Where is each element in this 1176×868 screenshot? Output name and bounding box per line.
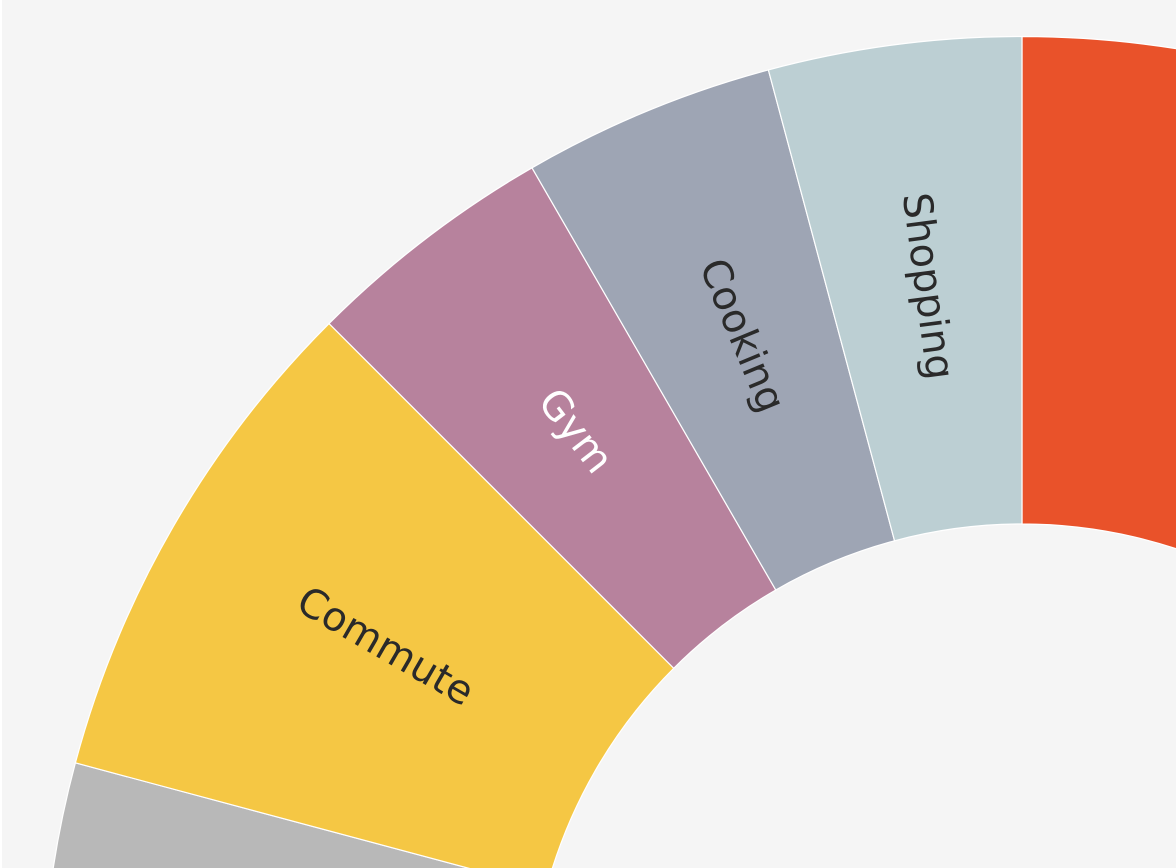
donut-slice [1021,35,1176,550]
donut-slice [52,762,471,868]
donut-slice [74,322,675,868]
donut-slice [767,35,1023,542]
